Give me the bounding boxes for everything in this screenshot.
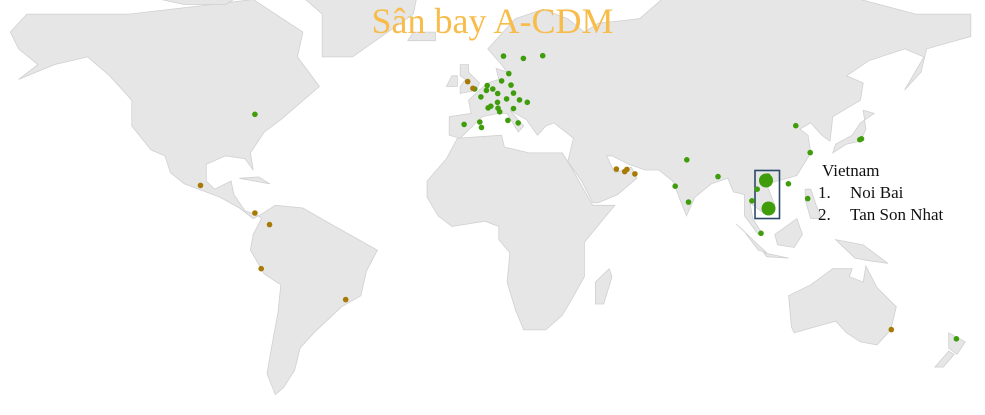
airport-marker [758,230,764,237]
airport-marker [672,183,678,189]
legend-item: 1. Noi Bai [818,182,943,204]
madagascar-landmass [595,267,613,305]
airport-marker [506,70,512,77]
java-landmass [762,252,789,259]
airport-marker [685,199,692,205]
airport-marker [953,336,960,342]
airport-marker [804,195,811,202]
airport-marker [510,90,517,96]
airport-marker [715,173,721,180]
airport-marker [785,181,792,187]
airport-marker [505,117,511,124]
airport-marker [888,326,895,333]
airport-marker [524,99,531,106]
airport-marker [478,124,485,131]
airport-markers [197,52,960,342]
new-zealand-south-landmass [934,350,955,368]
airport-marker [684,157,690,163]
legend-item-number: 1. [818,183,831,202]
legend-item-number: 2. [818,205,831,224]
north-america-landmass [9,0,320,220]
airport-marker [613,166,620,172]
legend-item-name: Noi Bai [850,183,904,202]
cuba-landmass [239,176,271,185]
airport-marker [520,55,527,62]
airport-marker [754,186,760,192]
airport-marker [793,122,799,129]
airport-marker [621,168,628,175]
airport-marker [252,111,258,118]
vietnam-highlight-box [754,169,781,220]
airport-marker [342,296,349,303]
sumatra-landmass [735,223,767,254]
airport-marker [484,82,491,89]
airport-marker [477,119,483,125]
landmasses [9,0,972,396]
australia-landmass [788,264,897,346]
airport-marker [483,87,490,94]
legend-heading: Vietnam [822,161,880,180]
legend-item-name: Tan Son Nhat [850,205,944,224]
airport-marker [858,136,865,142]
new-zealand-north-landmass [948,332,966,355]
airport-marker [498,78,505,84]
airport-marker [510,105,517,112]
airport-marker [490,86,496,92]
airport-marker [749,198,755,204]
arctic-islands-landmass [161,0,234,5]
airport-marker [516,97,523,103]
borneo-landmass [774,217,803,248]
airport-marker [500,53,507,59]
airport-marker [539,52,546,59]
airport-marker [252,210,258,216]
airport-marker [503,96,510,102]
airport-marker [197,182,204,189]
airport-marker [266,221,273,228]
airport-marker [632,171,638,177]
airport-marker [461,121,467,128]
new-guinea-landmass [834,238,889,264]
airport-marker [496,109,503,115]
airport-marker [470,85,476,92]
airport-marker [765,173,771,179]
airport-marker [508,82,514,88]
airport-marker [494,90,501,97]
japan-landmass [832,109,876,154]
airport-marker [464,78,471,85]
airport-marker [258,265,265,272]
greenland-landmass [305,0,417,58]
airport-marker [478,94,484,100]
vietnam-legend: Vietnam 1. Noi Bai 2. Tan Son Nhat [818,160,943,226]
map-title: Sân bay A-CDM [371,1,614,41]
legend-item: 2. Tan Son Nhat [818,204,943,226]
airport-marker [485,105,491,111]
south-america-landmass [249,204,378,396]
ireland-landmass [445,75,458,87]
airport-marker [515,120,521,126]
airport-marker [807,149,813,156]
iceland-landmass [407,31,436,42]
vietnam-airport-marker [761,201,776,216]
africa-landmass [426,134,616,331]
airport-marker [494,99,501,106]
